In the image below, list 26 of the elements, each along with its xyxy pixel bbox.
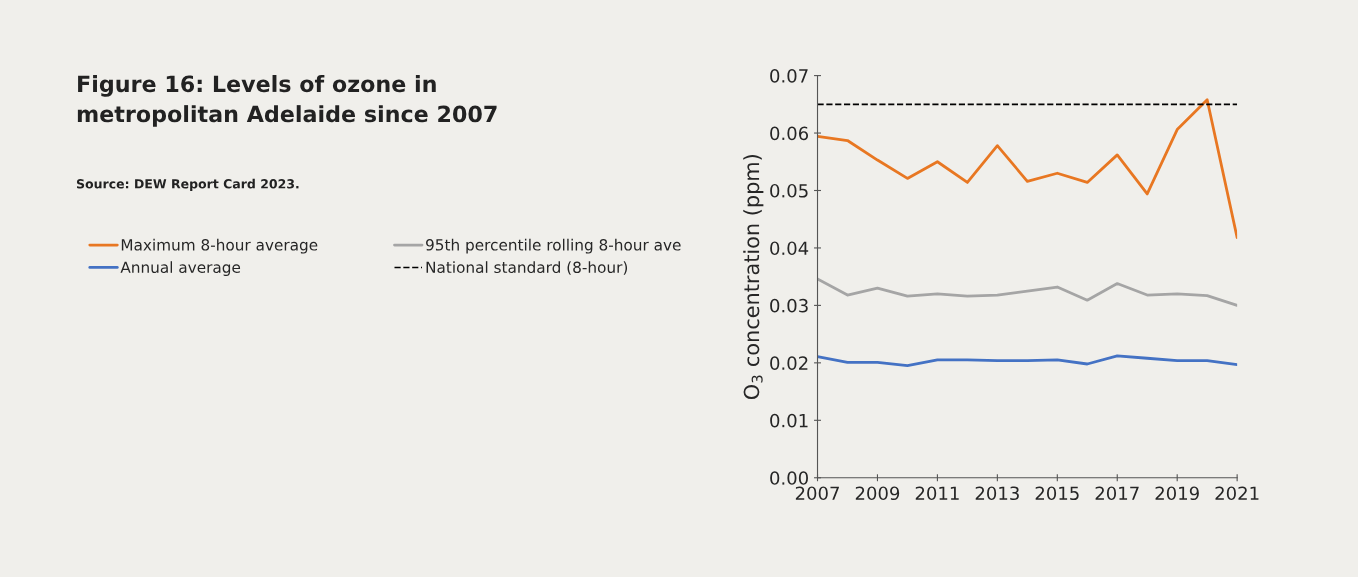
y-tick-label: 0.05 <box>770 183 808 198</box>
x-tick-label: 2013 <box>975 486 1019 501</box>
y-tick-label: 0.04 <box>770 241 809 256</box>
x-tick-label: 2017 <box>1095 486 1139 501</box>
x-tick-label: 2019 <box>1155 486 1199 501</box>
y-tick-label: 0.00 <box>770 471 808 485</box>
y-tick-label: 0.02 <box>770 356 808 370</box>
x-tick-label: 2011 <box>915 486 959 501</box>
x-tick-label: 2015 <box>1035 486 1079 501</box>
y-tick-label: 0.01 <box>770 413 808 428</box>
source-note: Source: DEW Report Card 2023. <box>76 178 299 191</box>
y-tick-label: 0.03 <box>770 298 808 313</box>
x-tick-label: 2021 <box>1215 486 1259 501</box>
line-series <box>817 277 1238 307</box>
line-series <box>817 354 1238 368</box>
line-series <box>817 98 1238 239</box>
x-tick-label: 2009 <box>855 486 900 501</box>
x-tick-label: 2007 <box>795 486 839 501</box>
y-tick-label: 0.07 <box>770 69 808 83</box>
y-tick-label: 0.06 <box>770 126 809 141</box>
legend-label: Annual average <box>120 261 241 276</box>
legend-label: Maximum 8-hour average <box>121 238 318 254</box>
y-axis-title: O$_{3}$ concentration (ppm) <box>743 155 764 400</box>
text: Figure 16: Levels of ozone in metropolitan Adelaide since 2007 <box>77 75 497 127</box>
legend-label: National standard (8-hour) <box>426 261 628 275</box>
legend-label: 95th percentile rolling 8-hour ave <box>426 238 681 254</box>
